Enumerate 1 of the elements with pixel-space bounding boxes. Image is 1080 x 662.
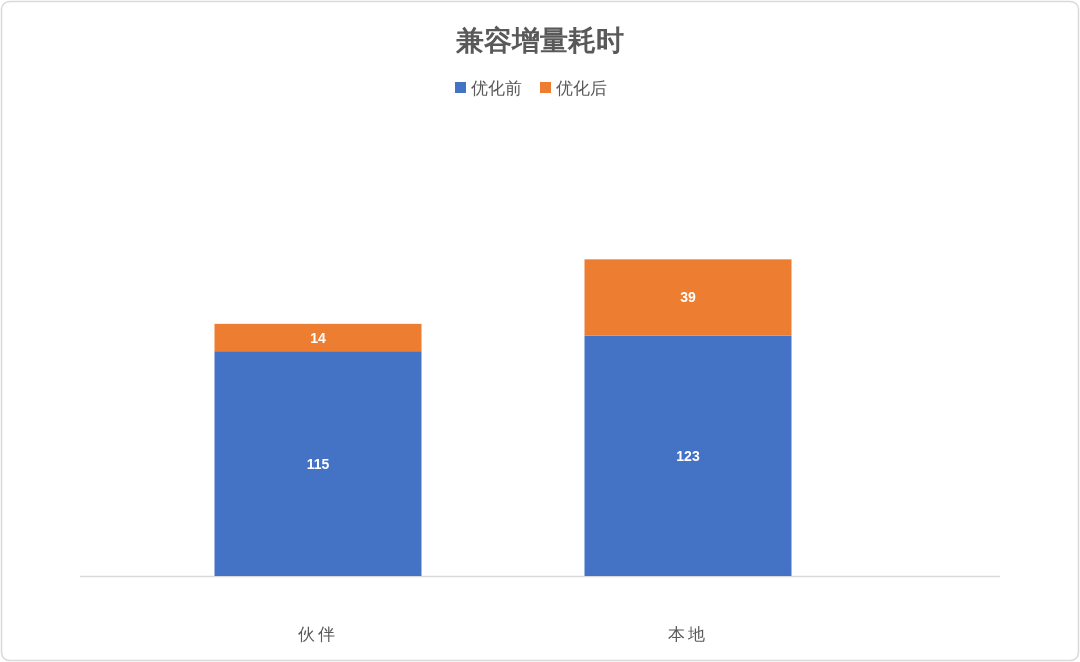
title: 兼容增量耗时 bbox=[456, 25, 624, 56]
